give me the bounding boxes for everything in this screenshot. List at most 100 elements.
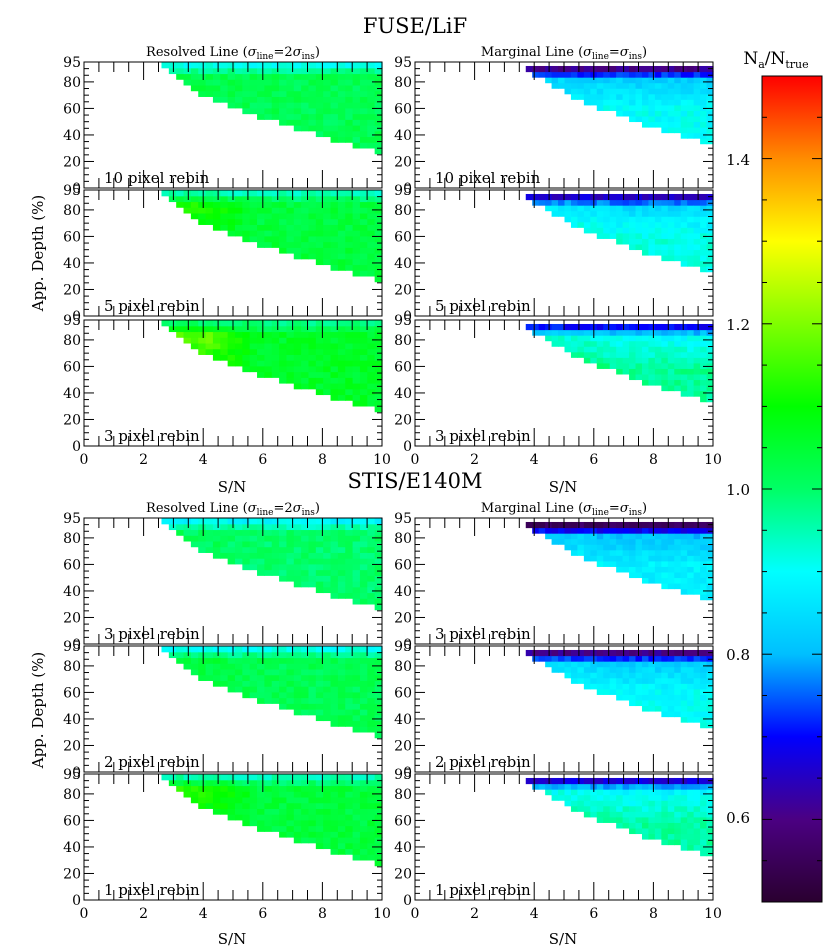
heatmap-cell <box>345 552 354 559</box>
heatmap-cell <box>279 680 288 687</box>
heatmap-cell <box>654 104 662 111</box>
heatmap-cell <box>603 549 611 556</box>
heatmap-cell <box>337 720 346 727</box>
heatmap-cell <box>687 390 695 397</box>
heatmap-cell <box>301 825 310 832</box>
heatmap-cell <box>661 571 669 579</box>
heatmap-cell <box>635 827 643 835</box>
heatmap-cell <box>622 199 630 206</box>
heatmap-cell <box>264 779 273 787</box>
heatmap-cell <box>308 96 317 103</box>
heatmap-cell <box>293 819 302 827</box>
heatmap-cell <box>590 82 598 89</box>
y-tick-label: 60 <box>394 229 412 245</box>
heatmap-cell <box>706 789 714 796</box>
colorbar-tick-label: 1.4 <box>726 151 750 169</box>
heatmap-cell <box>654 243 662 251</box>
heatmap-cell <box>293 235 302 243</box>
heatmap-cell <box>577 677 585 684</box>
heatmap-cell <box>641 555 650 562</box>
heatmap-cell <box>234 342 243 350</box>
heatmap-cell <box>352 270 361 277</box>
heatmap-cell <box>330 802 339 809</box>
heatmap-cell <box>286 774 295 781</box>
heatmap-cell <box>374 107 383 115</box>
rebin-label: 3 pixel rebin <box>104 625 200 643</box>
heatmap-cell <box>674 816 682 823</box>
heatmap-cell <box>359 581 368 588</box>
heatmap-cell <box>616 368 624 375</box>
heatmap-cell <box>700 71 708 78</box>
colorbar-tick-label: 1.0 <box>726 481 750 499</box>
heatmap-cell <box>654 811 662 818</box>
heatmap-cell <box>374 264 383 271</box>
heatmap-cell <box>330 686 339 693</box>
heatmap-cell <box>271 342 280 350</box>
section-title-stis: STIS/E140M <box>347 469 482 493</box>
heatmap-cell <box>629 549 637 556</box>
heatmap-cell <box>635 699 643 707</box>
heatmap-cell <box>301 819 310 827</box>
heatmap-cell <box>242 651 251 659</box>
heatmap-cell <box>367 348 376 355</box>
heatmap-cell <box>700 800 708 807</box>
heatmap-cell <box>315 663 324 670</box>
heatmap-cell <box>271 774 280 781</box>
y-tick-label: 60 <box>63 101 81 117</box>
heatmap-cell <box>352 535 361 542</box>
heatmap-cell <box>374 854 383 861</box>
heatmap-cell <box>706 238 714 245</box>
heatmap-cell <box>345 779 354 787</box>
heatmap-cell <box>242 320 251 327</box>
heatmap-cell <box>641 683 650 690</box>
colorbar <box>761 75 823 903</box>
heatmap-cell <box>661 555 669 562</box>
y-tick-label: 95 <box>63 183 81 199</box>
heatmap-cell <box>315 581 324 588</box>
heatmap-cell <box>315 325 324 333</box>
heatmap-cell <box>629 110 637 117</box>
heatmap-cell <box>629 699 637 707</box>
heatmap-cell <box>330 668 339 676</box>
heatmap-cell <box>680 357 688 364</box>
heatmap-cell <box>687 777 695 785</box>
heatmap-cell <box>641 822 650 829</box>
heatmap-cell <box>205 674 214 681</box>
heatmap-cell <box>234 529 243 536</box>
heatmap-cell <box>279 569 288 576</box>
heatmap-cell <box>700 390 708 397</box>
heatmap-cell <box>352 331 361 338</box>
heatmap-cell <box>264 569 273 576</box>
heatmap-cell <box>583 661 591 668</box>
heatmap-cell <box>249 680 258 687</box>
heatmap-cell <box>323 825 332 832</box>
heatmap-cell <box>616 65 624 73</box>
heatmap-cell <box>205 320 214 327</box>
heatmap-cell <box>279 546 288 553</box>
heatmap-cell <box>629 555 637 562</box>
heatmap-cell <box>570 538 579 545</box>
heatmap-cell <box>648 335 656 342</box>
heatmap-cell <box>308 540 317 548</box>
heatmap-cell <box>687 655 695 662</box>
heatmap-cell <box>596 811 604 818</box>
heatmap-cell <box>330 779 339 787</box>
heatmap-cell <box>674 82 682 89</box>
heatmap-cell <box>706 243 714 251</box>
heatmap-cell <box>654 88 662 95</box>
heatmap-cell <box>315 802 324 809</box>
heatmap-cell <box>661 672 669 679</box>
heatmap-cell <box>700 373 708 381</box>
heatmap-cell <box>558 71 566 78</box>
heatmap-cell <box>264 235 273 243</box>
heatmap-cell <box>242 90 251 97</box>
heatmap-cell <box>570 661 579 668</box>
x-tick-label: 4 <box>530 452 539 468</box>
heatmap-cell <box>279 646 288 653</box>
heatmap-cell <box>205 796 214 804</box>
heatmap-cell <box>367 837 376 844</box>
heatmap-cell <box>648 232 656 239</box>
heatmap-cell <box>374 119 383 126</box>
heatmap-cell <box>680 655 688 662</box>
heatmap-cell <box>596 560 604 567</box>
